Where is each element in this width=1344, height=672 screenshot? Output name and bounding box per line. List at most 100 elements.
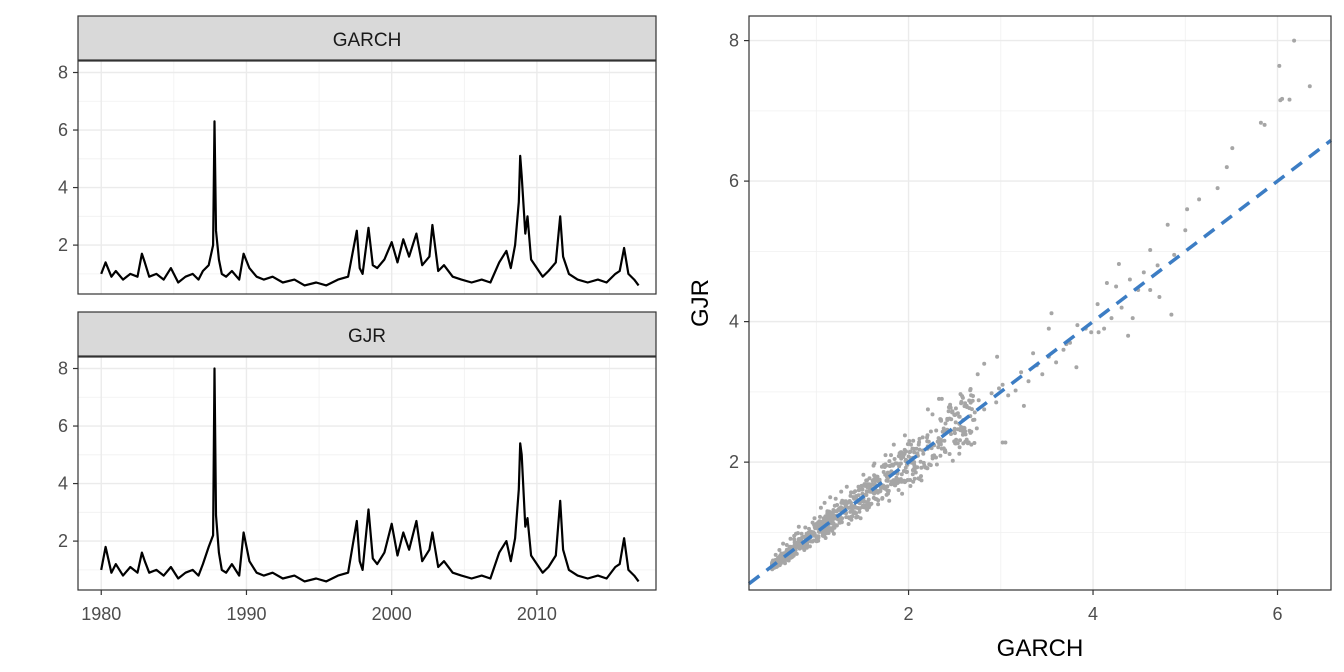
scatter-point [810,520,815,525]
facet-gjr: GJR 2 4 6 8 [58,311,657,591]
scatter-point [959,399,964,404]
scatter-point [825,509,830,514]
scatter-point [846,522,851,526]
scatter-point [883,453,888,458]
scatter-point [1119,305,1124,310]
scatter-point [935,439,940,444]
y-tick-label: 2 [58,531,68,551]
scatter-point [915,465,920,470]
scatter-point [871,495,876,500]
scatter-point [779,551,784,556]
scatter-point [1013,388,1018,393]
scatter-point [910,468,915,473]
scatter-point [786,558,791,563]
scatter-point [968,430,973,435]
scatter-point [1185,207,1190,212]
scatter-point [1003,440,1008,445]
scatter-point [943,421,948,426]
scatter-point [792,543,797,548]
scatter-point [908,449,913,454]
scatter-point [911,438,916,443]
scatter-point [969,407,974,412]
y-tick-label: 2 [729,452,739,472]
scatter-point [792,537,797,542]
scatter-point [864,478,869,483]
scatter-point [867,476,872,481]
scatter-point [930,412,935,417]
scatter-point [1089,330,1094,335]
scatter-y-axis-title: GJR [687,279,714,327]
scatter-point [919,465,924,470]
scatter-point [814,522,819,526]
scatter-point [962,426,967,431]
scatter-point [934,462,939,467]
scatter-point [1169,312,1174,317]
scatter-point [844,484,849,489]
scatter-point [881,470,886,474]
scatter-point [948,402,953,407]
scatter-point [843,499,848,504]
scatter-point [916,442,921,447]
scatter-point [960,432,965,437]
scatter-point [961,441,966,446]
scatter-point [781,541,786,546]
scatter-y-axis: 2 4 6 8 [729,31,749,472]
panel-gjr-border [77,356,657,591]
facet-garch: GARCH 2 4 6 8 [58,15,657,295]
scatter-x-axis-title: GARCH [997,635,1084,662]
scatter-point [792,533,797,538]
scatter-point [937,396,941,401]
x-tick-label: 2 [904,604,914,624]
scatter-point [958,438,962,443]
scatter-point [1165,222,1170,227]
scatter-plot: 2 4 6 8 2 4 6 GARCH GJR [687,15,1333,662]
scatter-point [887,498,892,503]
y-tick-label: 2 [58,235,68,255]
scatter-point [771,558,775,563]
scatter-point [1114,284,1119,289]
scatter-point [849,500,853,505]
scatter-point [803,525,808,530]
x-tick-label: 4 [1088,604,1098,624]
scatter-point [850,514,855,519]
scatter-point [904,470,909,475]
scatter-point [928,463,933,468]
y-tick-label: 8 [729,31,739,51]
scatter-point [857,509,862,514]
scatter-point [876,498,881,503]
scatter-point [893,483,898,488]
y-tick-label: 6 [729,171,739,191]
scatter-point [997,386,1001,391]
y-tick-label: 8 [58,63,68,83]
x-tick-label: 6 [1272,604,1282,624]
scatter-point [917,436,922,441]
scatter-point [939,396,944,401]
strip-garch-background [77,15,657,61]
scatter-point [928,429,933,434]
scatter-point [856,488,861,493]
scatter-point [808,530,813,535]
scatter-point [890,463,895,468]
scatter-point [1116,262,1121,266]
x-tick-label: 2000 [372,604,412,624]
scatter-point [1287,97,1292,102]
time-x-axis: 1980 1990 2000 2010 [81,590,557,624]
scatter-point [898,450,903,455]
scatter-point [860,487,865,492]
scatter-point [1292,38,1297,43]
scatter-point [925,407,930,412]
scatter-point [959,425,964,429]
x-tick-label: 2010 [517,604,557,624]
scatter-point [953,420,958,425]
scatter-point [854,511,858,516]
scatter-x-axis: 2 4 6 [904,590,1283,624]
scatter-point [941,446,946,451]
scatter-point [957,451,962,456]
x-tick-label: 1980 [81,604,121,624]
scatter-point [972,441,977,445]
panel-garch-border [77,60,657,295]
scatter-point [802,548,807,552]
scatter-point [965,441,970,446]
scatter-point [910,472,915,477]
